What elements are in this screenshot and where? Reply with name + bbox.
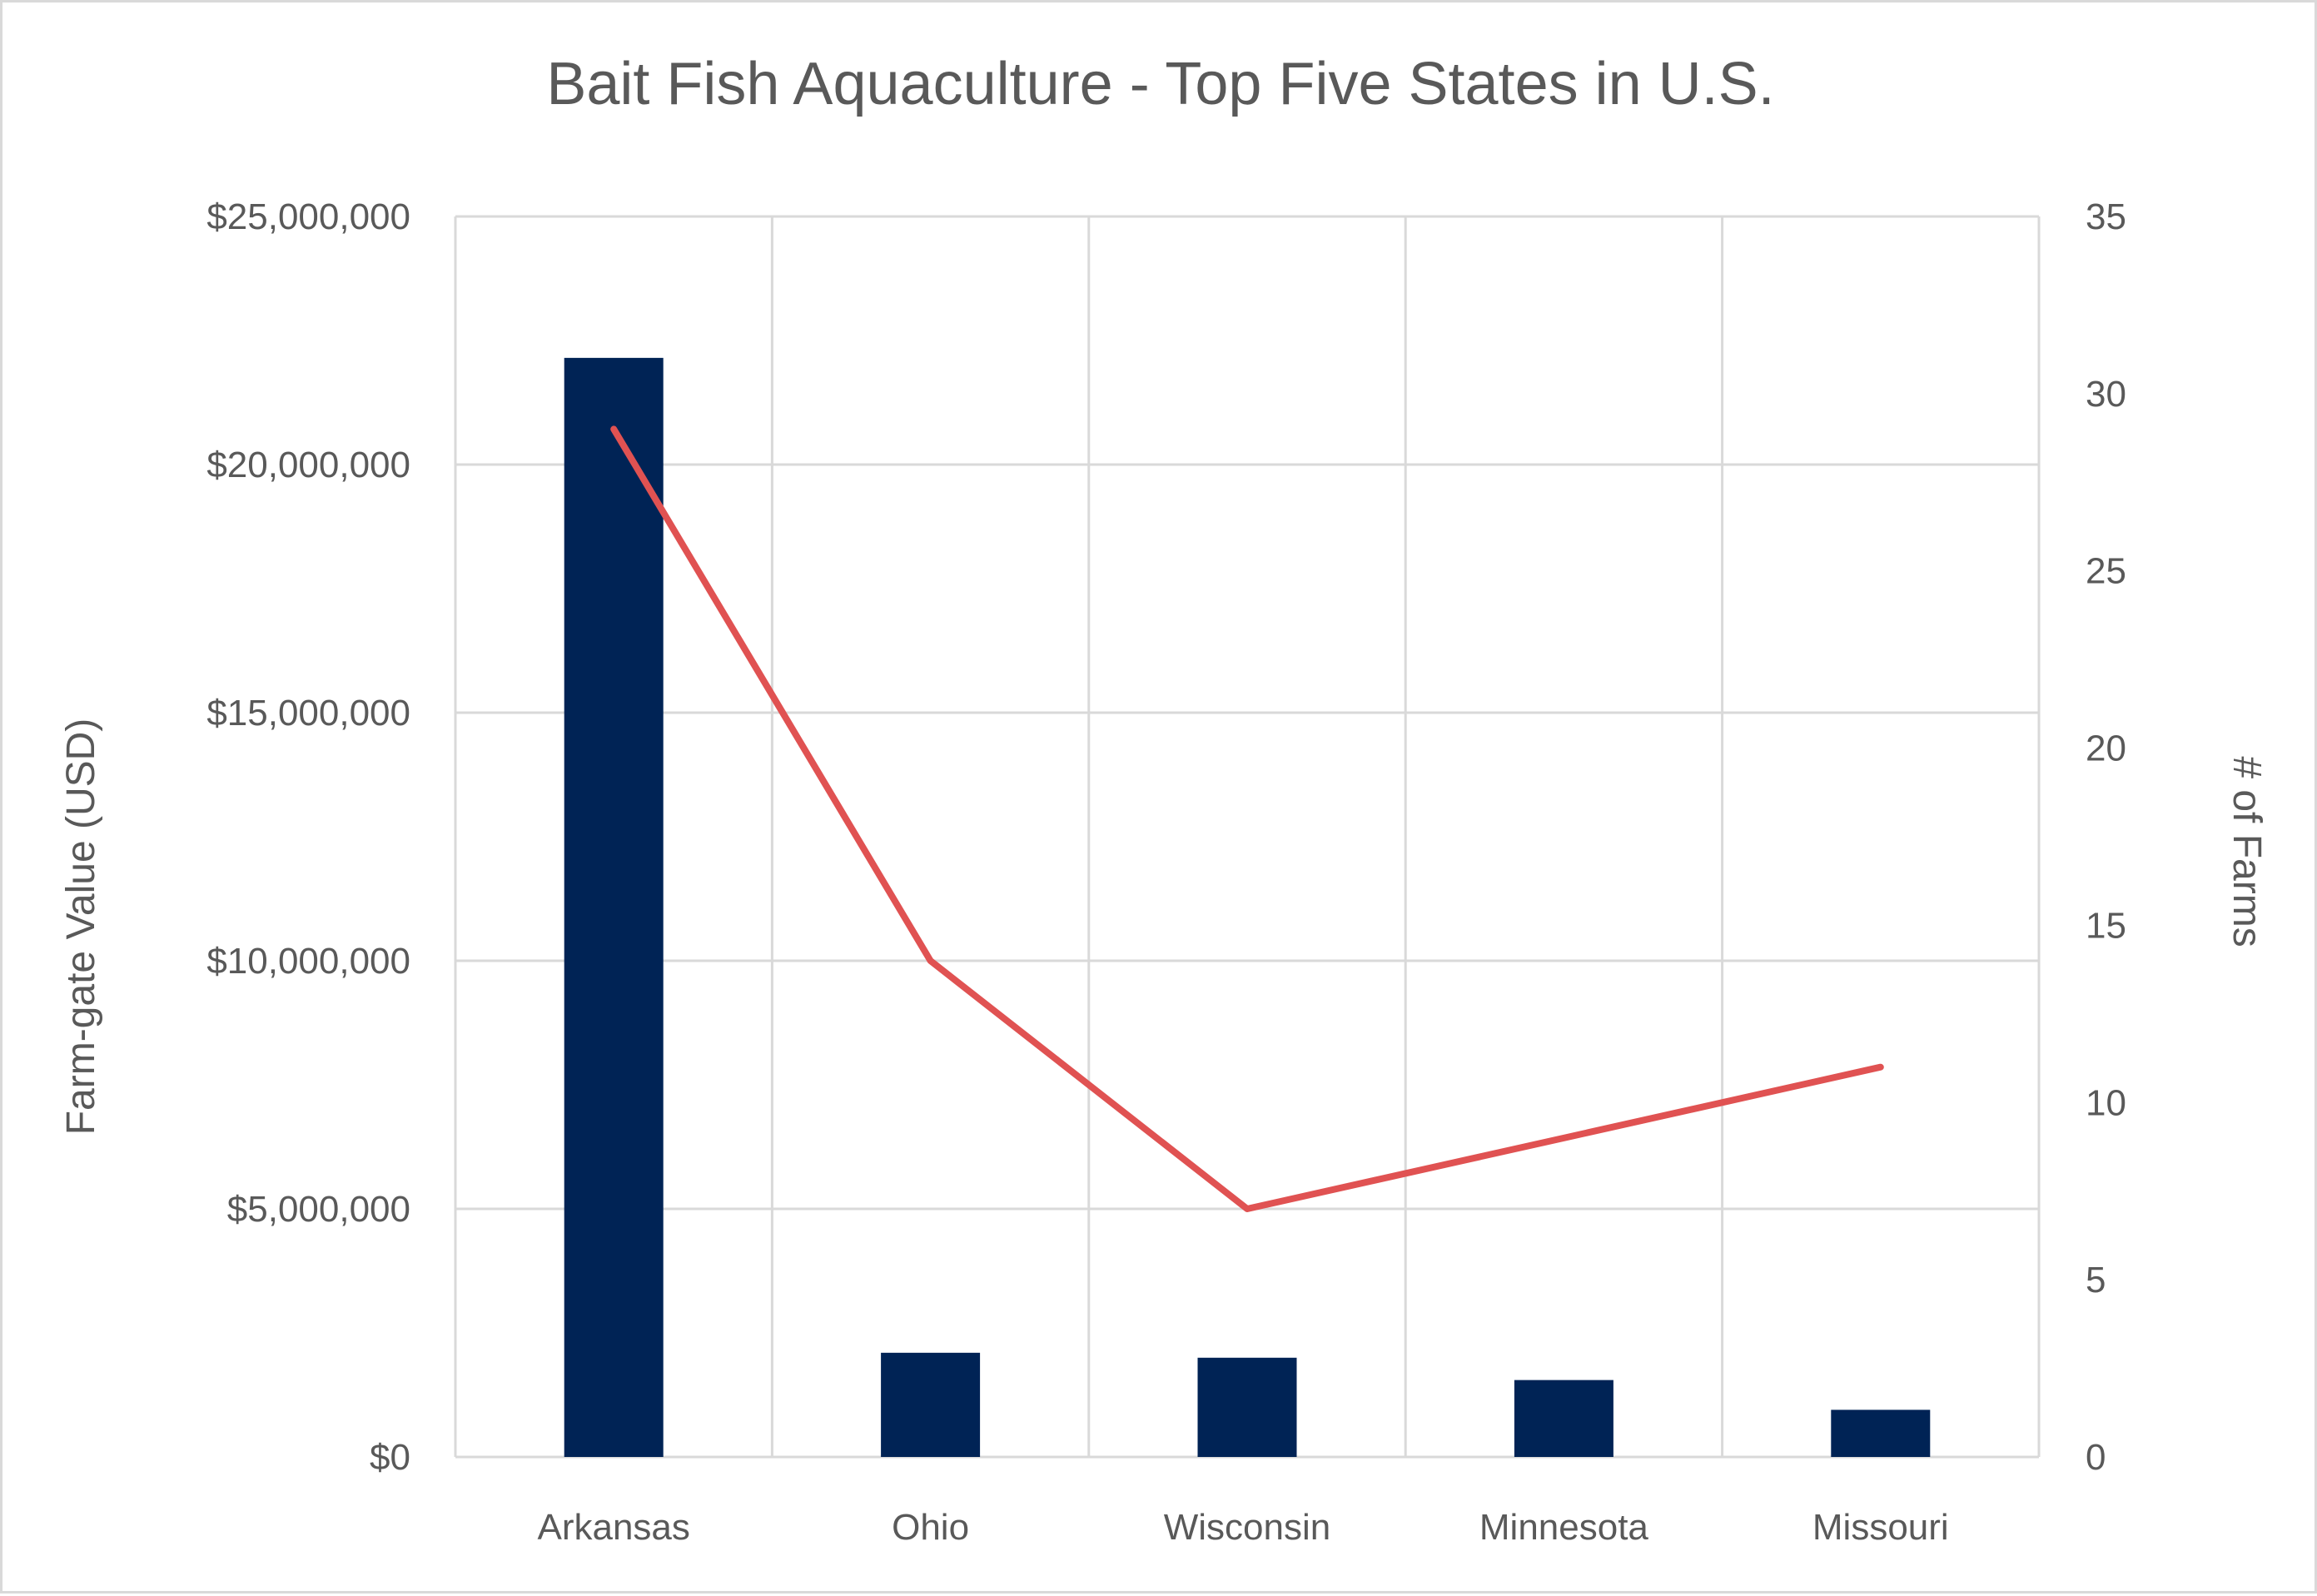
right-y-axis: 0 5 10 15 20 25 30 35	[2086, 196, 2126, 1478]
category-label-wisconsin: Wisconsin	[1164, 1507, 1331, 1548]
x-axis: Arkansas Ohio Wisconsin Minnesota Missouri	[537, 1507, 1948, 1548]
right-axis-title: # of Farms	[2225, 756, 2269, 947]
category-label-ohio: Ohio	[892, 1507, 969, 1548]
left-axis-title: Farm-gate Value (USD)	[59, 718, 103, 1136]
right-tick-label: 15	[2086, 905, 2126, 946]
right-tick-label: 35	[2086, 196, 2126, 237]
bar-wisconsin	[1198, 1358, 1297, 1457]
left-tick-label: $5,000,000	[227, 1189, 410, 1230]
right-tick-label: 20	[2086, 728, 2126, 769]
category-label-arkansas: Arkansas	[537, 1507, 689, 1548]
bar-minnesota	[1514, 1380, 1613, 1457]
right-tick-label: 5	[2086, 1260, 2106, 1300]
line-series	[614, 429, 1881, 1209]
right-tick-label: 10	[2086, 1082, 2126, 1123]
right-tick-label: 0	[2086, 1437, 2106, 1478]
left-y-axis: $0 $5,000,000 $10,000,000 $15,000,000 $20,00…	[206, 196, 410, 1478]
bar-arkansas	[564, 358, 664, 1457]
bar-ohio	[881, 1353, 980, 1457]
bar-series	[564, 358, 1931, 1457]
left-tick-label: $0	[370, 1437, 410, 1478]
bar-missouri	[1831, 1410, 1930, 1457]
left-tick-label: $10,000,000	[206, 941, 410, 982]
gridlines	[455, 216, 2039, 1457]
category-label-missouri: Missouri	[1812, 1507, 1949, 1548]
farms-line	[614, 429, 1881, 1209]
right-tick-label: 25	[2086, 551, 2126, 592]
chart-title: Bait Fish Aquaculture - Top Five States …	[546, 51, 1774, 117]
category-label-minnesota: Minnesota	[1479, 1507, 1649, 1548]
right-tick-label: 30	[2086, 374, 2126, 415]
left-tick-label: $25,000,000	[206, 196, 410, 237]
left-tick-label: $20,000,000	[206, 445, 410, 485]
left-tick-label: $15,000,000	[206, 693, 410, 733]
